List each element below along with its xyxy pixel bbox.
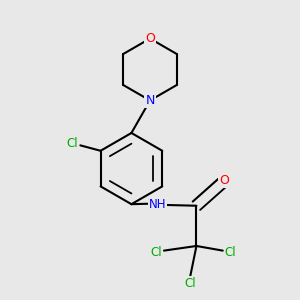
Text: O: O <box>219 175 229 188</box>
Text: Cl: Cl <box>225 246 236 259</box>
Text: NH: NH <box>149 199 166 212</box>
Text: Cl: Cl <box>67 137 78 150</box>
Text: Cl: Cl <box>150 246 162 259</box>
Text: Cl: Cl <box>184 277 196 290</box>
Text: N: N <box>145 94 155 107</box>
Text: O: O <box>145 32 155 45</box>
